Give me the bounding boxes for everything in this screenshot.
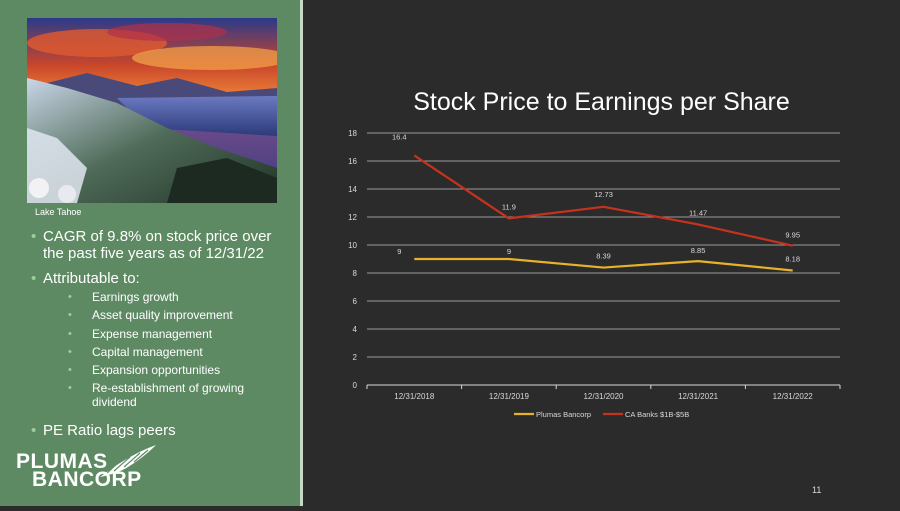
feather-icon: [100, 445, 156, 477]
chart-area: 0 2 4 6 8 10 12 14 16 18 12/31/2018 12/31/2019 12/31…: [303, 0, 900, 511]
bullet-attributable: Attributable to:: [31, 270, 140, 287]
sub-item-dividend: Re-establishment of growing dividend: [68, 381, 282, 409]
y-tick-label-0: 0: [353, 381, 358, 390]
sub-item-expansion: Expansion opportunities: [68, 363, 282, 377]
y-tick-label-8: 8: [353, 269, 358, 278]
bullet-cagr: CAGR of 9.8% on stock price over the pas…: [31, 228, 288, 262]
y-tick-label-4: 4: [353, 325, 358, 334]
sub-item-capital-management: Capital management: [68, 345, 282, 359]
logo-text-plumas: PLUMAS: [16, 450, 108, 473]
lake-tahoe-photo: [27, 18, 277, 203]
data-label-s1-3: 11.47: [689, 208, 707, 217]
logo-text-bancorp: BANCORP: [32, 468, 142, 491]
sub-item-asset-quality: Asset quality improvement: [68, 308, 282, 322]
panel-divider: [300, 0, 303, 506]
chart-title: Stock Price to Earnings per Share: [413, 88, 790, 116]
data-label-s1-4: 9.95: [785, 231, 800, 240]
photo-caption: Lake Tahoe: [35, 207, 82, 217]
y-tick-label-18: 18: [348, 129, 357, 138]
x-tick-label-3: 12/31/2021: [678, 392, 719, 401]
series-line-1: [413, 154, 793, 247]
y-tick-label-14: 14: [348, 185, 357, 194]
data-label-s0-3: 8.85: [691, 246, 706, 255]
attributable-sub-list: Earnings growth Asset quality improvemen…: [68, 290, 282, 414]
legend-label-1: CA Banks $1B-$5B: [625, 410, 689, 419]
x-tick-label-4: 12/31/2022: [773, 392, 814, 401]
x-tick-label-0: 12/31/2018: [394, 392, 435, 401]
plumas-bancorp-logo: PLUMAS BANCORP: [16, 443, 166, 491]
data-label-s0-2: 8.39: [596, 252, 611, 261]
data-label-s1-2: 12.73: [594, 190, 613, 199]
data-label-s1-0: 16.4: [392, 132, 407, 141]
y-tick-label-16: 16: [348, 157, 357, 166]
sub-item-expense-management: Expense management: [68, 327, 282, 341]
y-tick-label-2: 2: [353, 353, 358, 362]
series-line-0: [414, 257, 793, 272]
x-tick-label-1: 12/31/2019: [489, 392, 530, 401]
y-tick-label-10: 10: [348, 241, 357, 250]
y-tick-label-12: 12: [348, 213, 357, 222]
y-tick-label-6: 6: [353, 297, 358, 306]
sub-item-earnings-growth: Earnings growth: [68, 290, 282, 304]
data-label-s0-4: 8.18: [785, 254, 800, 263]
legend-label-0: Plumas Bancorp: [536, 410, 591, 419]
line-chart: 0 2 4 6 8 10 12 14 16 18 12/31/2018 12/31/2019 12/31…: [348, 129, 841, 419]
data-label-s0-0: 9: [397, 247, 401, 256]
bullet-pe-ratio: PE Ratio lags peers: [31, 422, 176, 439]
data-label-s1-1: 11.9: [502, 202, 516, 211]
x-tick-label-2: 12/31/2020: [583, 392, 624, 401]
page-number: 11: [812, 485, 822, 495]
data-label-s0-1: 9: [507, 247, 511, 256]
